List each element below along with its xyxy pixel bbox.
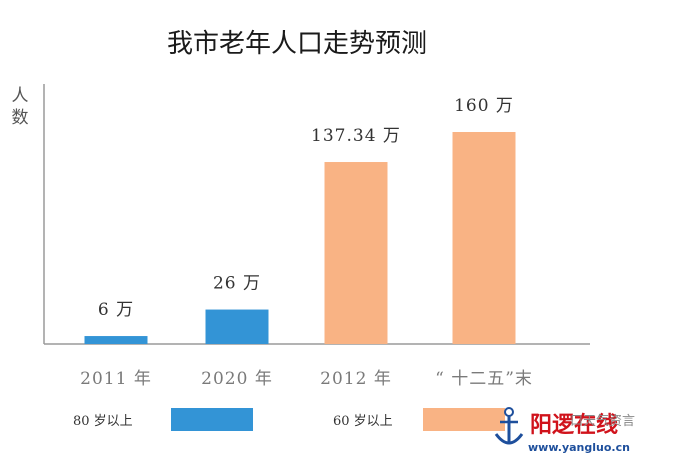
- x-tick-label-3: “ 十二五”末: [435, 369, 533, 389]
- bar-1: [205, 309, 269, 344]
- bar-3: [452, 132, 516, 344]
- x-tick-label-1: 2020 年: [201, 369, 273, 389]
- legend-label-60-plus: 60 岁以上: [333, 414, 393, 429]
- y-axis-label-char-1: 人: [12, 86, 29, 106]
- watermark-site-name: 阳逻在线: [530, 412, 618, 438]
- value-label-3: 160 万: [454, 96, 514, 116]
- chart-title: 我市老年人口走势预测: [167, 29, 427, 59]
- value-label-2: 137.34 万: [311, 126, 401, 146]
- bar-0: [84, 336, 148, 344]
- value-label-1: 26 万: [213, 274, 261, 294]
- x-tick-label-2: 2012 年: [320, 369, 392, 389]
- legend-swatch-80-plus: [171, 408, 253, 431]
- watermark-url: www.yangluo.cn: [528, 441, 630, 454]
- watermark: 阳逻在线 口天气资言 www.yangluo.cn: [494, 407, 635, 454]
- x-tick-label-0: 2011 年: [80, 369, 152, 389]
- bars-layer: 6 万 2011 年 26 万 2020 年 137.34 万 2012 年 160 万 “ …: [80, 96, 533, 389]
- value-label-0: 6 万: [98, 300, 134, 320]
- y-axis-label-char-2: 数: [12, 108, 29, 128]
- watermark-overlap-text: 口天气资言: [570, 413, 635, 429]
- anchor-logo-icon: [494, 407, 524, 445]
- legend-swatch-60-plus: [423, 408, 505, 431]
- bar-2: [324, 162, 388, 344]
- legend-label-80-plus: 80 岁以上: [73, 414, 133, 429]
